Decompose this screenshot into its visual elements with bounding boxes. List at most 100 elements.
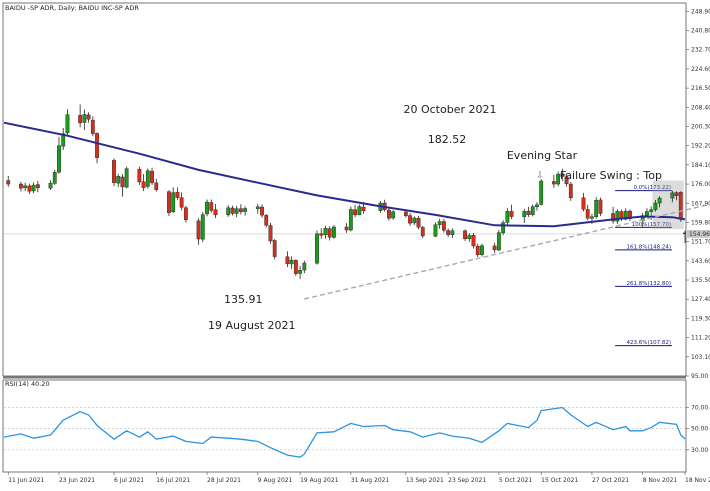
price-tick-label: 192.20 [691,143,710,150]
candle-body-bearish [611,213,615,222]
time-tick-label: 27 Oct 2021 [592,477,629,484]
candle-body-bullish [670,192,675,199]
candle-body-bullish [52,172,57,184]
candle-body-bearish [183,207,188,221]
candlesticks [6,104,687,280]
annotation-low-price: 135.91 [224,293,263,306]
candle-body-bullish [657,197,662,204]
rsi-tick-label: 50.00 [691,426,708,433]
price-tick-label: 167.90 [691,200,710,207]
price-tick-label: 159.80 [691,219,710,226]
candle-body-bullish [357,206,362,215]
annotation-failure-swing: Failure Swing : Top [560,169,662,182]
fib-level-label: 100%(157.70) [632,222,671,228]
price-tick-label: 200.30 [691,123,710,130]
candle-body-bearish [568,183,573,199]
candle-body-bearish [167,191,171,213]
candle-body-bullish [116,176,121,184]
candle-body-bullish [48,182,53,189]
candle-body-bearish [19,183,23,189]
time-axis: 11 Jun 2021 23 Jun 2021 6 Jul 2021 16 Jul 2… [7,472,710,484]
time-tick-label: 23 Jun 2021 [59,477,95,484]
price-tick-label: 232.70 [691,47,710,54]
fib-level-label: 423.6%(107.82) [626,340,671,346]
price-tick-label: 111.20 [691,335,710,342]
candle-body-bearish [196,220,201,240]
price-axis: 248.90 240.80 232.70 224.60 216.50 208.40 200.… [686,8,710,380]
candle-body-bearish [560,173,565,177]
candle-body-bullish [171,192,176,212]
price-tick-label: 184.10 [691,162,710,169]
rsi-label: RSI(14) 40.20 [5,380,50,388]
time-tick-label: 9 Aug 2021 [258,477,293,484]
candle-body-bullish [539,180,544,205]
candle-body-bearish [416,217,421,228]
candle-body-bullish [412,217,417,224]
time-tick-label: 23 Sep 2021 [448,477,486,484]
candle-body-bullish [480,245,484,255]
candle-body-bearish [678,192,683,220]
candle-body-bearish [585,209,590,219]
time-tick-label: 15 Oct 2021 [541,477,578,484]
candle-body-bearish [403,211,408,217]
candle-body-bearish [179,197,184,208]
candle-body-bullish [590,216,594,219]
candle-body-bearish [420,227,425,237]
candle-body-bearish [78,115,83,124]
candle-body-bullish [145,170,150,187]
candle-body-bearish [120,176,125,188]
candle-body-bearish [35,184,40,189]
candle-body-bearish [509,211,514,217]
price-tick-label: 208.40 [691,104,710,111]
time-tick-label: 8 Nov 2021 [643,477,678,484]
candle-body-bearish [209,202,214,211]
price-tick-label: 95.00 [691,373,708,380]
candle-body-bullish [556,173,561,185]
candle-body-bullish [23,185,28,189]
rsi-line [3,406,686,458]
price-tick-label: 248.90 [691,8,710,15]
symbol-header: BAIDU -SP ADR, Daily: BAIDU INC-SP ADR [5,4,139,12]
down-arrow-icon: ⇩ [536,171,544,181]
candle-body-bearish [327,228,332,238]
candle-body-bullish [205,201,209,215]
candle-body-bullish [57,145,61,173]
candle-body-bullish [289,259,294,265]
current-price-label: 154.96 [689,231,710,238]
time-tick-label: 18 Nov 2021 [685,477,710,484]
candle-body-bullish [467,235,472,240]
candle-body-bearish [581,197,586,210]
candle-body-bullish [391,211,396,219]
candle-body-bullish [645,211,649,216]
rsi-series: 70.00 50.00 30.00 [3,404,708,458]
candle-body-bearish [137,168,142,183]
candle-body-bearish [230,207,235,214]
candle-body-bearish [27,185,32,192]
price-tick-label: 127.40 [691,296,710,303]
annotation-high-date: 20 October 2021 [403,103,496,116]
candle-body-bullish [200,214,205,240]
candle-body-bearish [319,233,324,236]
candle-body-bullish [302,262,307,271]
candle-body-bearish [293,259,298,274]
candle-body-bullish [31,184,36,192]
price-tick-label: 176.00 [691,181,710,188]
support-trendline [304,204,707,300]
time-tick-label: 31 Aug 2021 [351,477,390,484]
fibonacci-levels: 0.0%(173.22) 100%(157.70) 161.8%(148.24) 26… [615,185,672,347]
candle-body-bearish [95,133,99,158]
candle-body-bullish [65,114,70,134]
candle-body-bearish [551,181,556,185]
price-tick-label: 224.60 [691,66,710,73]
time-tick-label: 6 Jul 2021 [114,477,144,484]
candle-body-bearish [674,192,679,196]
candle-body-bullish [594,199,599,217]
candle-body-bearish [463,230,467,240]
candle-body-bullish [649,209,654,212]
candle-body-bullish [535,204,539,208]
candle-body-bearish [475,245,480,255]
candle-body-bullish [332,226,336,238]
candle-body-bullish [496,232,501,251]
price-tick-label: 240.80 [691,28,710,35]
annotation-evening-star: Evening Star [507,149,578,162]
